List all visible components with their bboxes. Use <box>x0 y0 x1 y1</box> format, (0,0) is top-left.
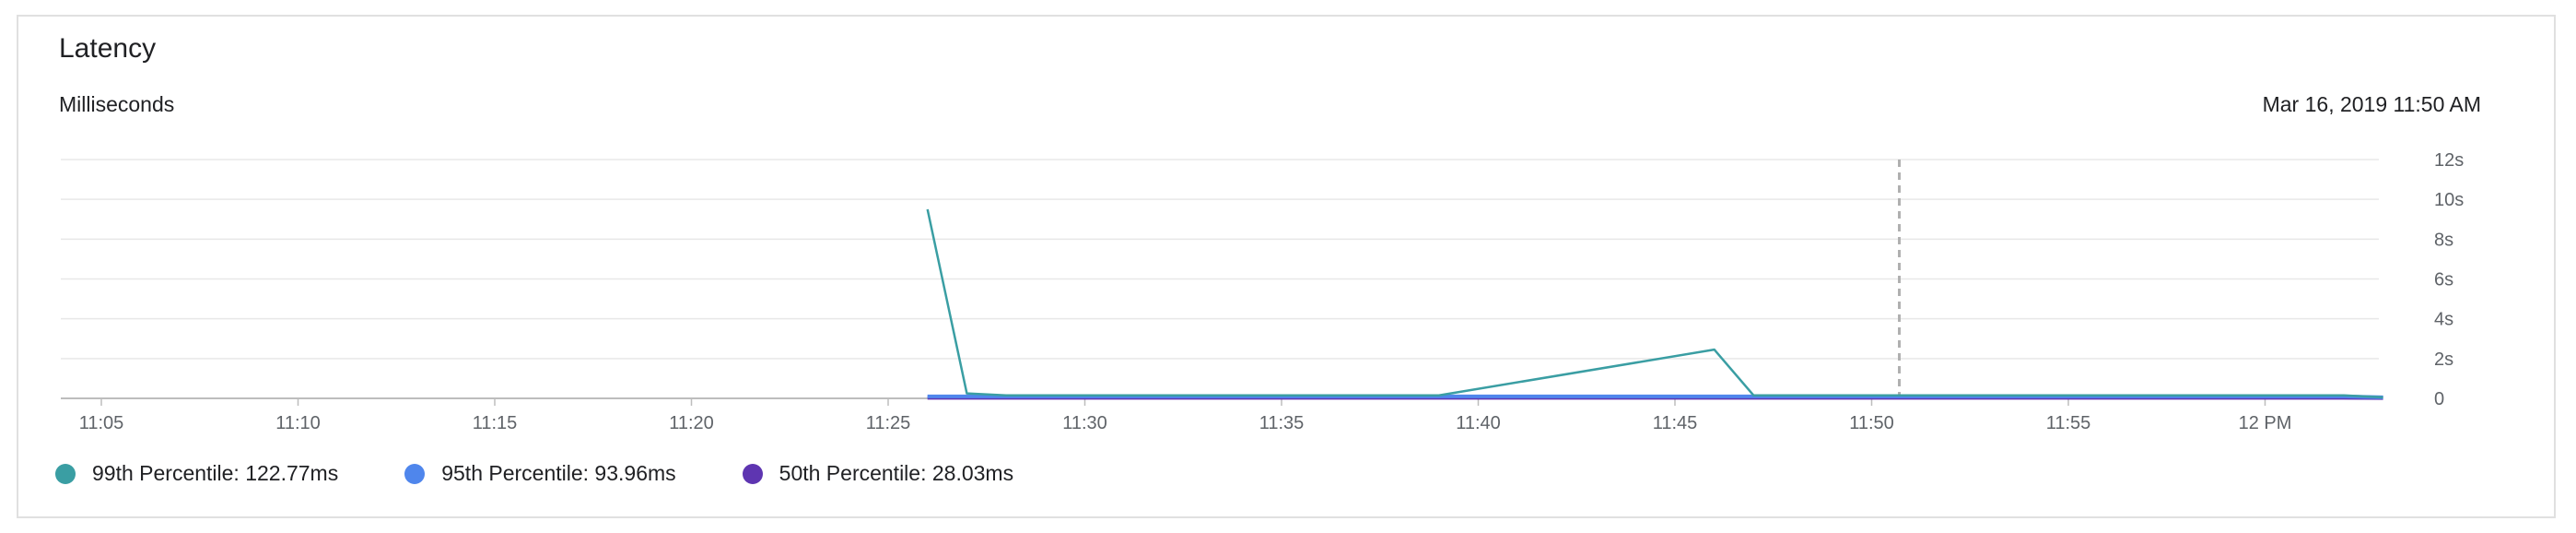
legend-label: 99th Percentile: 122.77ms <box>92 461 339 485</box>
legend-dot-icon <box>404 463 426 484</box>
x-tick-label: 11:55 <box>2046 413 2091 433</box>
chart-title: Latency <box>59 33 157 64</box>
y-tick-label: 8s <box>2434 230 2453 250</box>
series-line-99th-percentile <box>926 208 2383 399</box>
cursor-timestamp: Mar 16, 2019 11:50 AM <box>2262 92 2481 116</box>
x-tick-label: 11:15 <box>473 413 518 433</box>
x-tick-label: 12 PM <box>2239 413 2292 433</box>
chart-subtitle: Milliseconds <box>59 92 175 116</box>
latency-card <box>17 15 2556 518</box>
legend: 99th Percentile: 122.77ms 95th Percentil… <box>55 461 1080 486</box>
x-tick-label: 11:05 <box>79 413 124 433</box>
x-tick-label: 11:25 <box>866 413 911 433</box>
y-tick-label: 4s <box>2434 310 2453 330</box>
legend-item-50th[interactable]: 50th Percentile: 28.03ms <box>742 461 1014 486</box>
x-tick-label: 11:35 <box>1259 413 1305 433</box>
x-tick-label: 11:20 <box>669 413 714 433</box>
x-tick-label: 11:40 <box>1456 413 1501 433</box>
y-tick-label: 2s <box>2434 349 2453 370</box>
x-tick-label: 11:10 <box>275 413 321 433</box>
x-tick-label: 11:50 <box>1849 413 1894 433</box>
x-tick-label: 11:45 <box>1653 413 1698 433</box>
y-tick-label: 0 <box>2434 389 2444 409</box>
y-tick-label: 6s <box>2434 270 2453 290</box>
legend-dot-icon <box>742 463 763 484</box>
legend-item-95th[interactable]: 95th Percentile: 93.96ms <box>404 461 676 486</box>
legend-item-99th[interactable]: 99th Percentile: 122.77ms <box>55 461 338 486</box>
x-tick-label: 11:30 <box>1062 413 1107 433</box>
legend-dot-icon <box>55 463 76 484</box>
y-tick-label: 12s <box>2434 150 2464 171</box>
legend-label: 95th Percentile: 93.96ms <box>441 461 676 485</box>
legend-label: 50th Percentile: 28.03ms <box>779 461 1014 485</box>
y-tick-label: 10s <box>2434 190 2464 210</box>
